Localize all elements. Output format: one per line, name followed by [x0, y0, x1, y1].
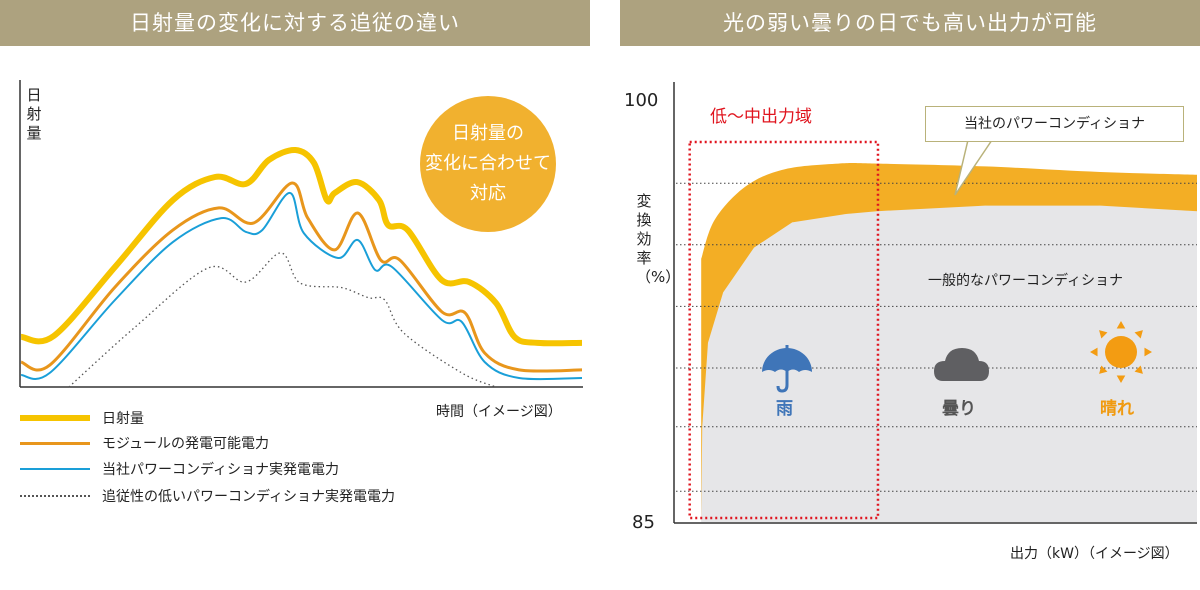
bubble-line: 対応: [470, 183, 506, 204]
series-line-3: [20, 191, 583, 381]
sun-ray-icon: [1090, 347, 1098, 357]
bubble-badge: 日射量の 変化に合わせて 対応: [420, 96, 556, 232]
series-line-2: [20, 181, 583, 373]
region-label: 低〜中出力域: [710, 107, 812, 127]
general-label: 一般的なパワーコンディショナ: [928, 273, 1124, 289]
sun-ray-icon: [1116, 321, 1126, 329]
legend-label: モジュールの発電可能電力: [102, 436, 270, 452]
legend-label: 日射量: [102, 411, 144, 427]
bubble-line: 日射量の: [452, 123, 524, 144]
sun-ray-icon: [1116, 375, 1126, 383]
umbrella-handle-icon: [776, 345, 789, 393]
bubble-line: 変化に合わせて: [425, 153, 551, 174]
legend-item: 日射量: [20, 408, 144, 428]
sun-ray-icon: [1099, 365, 1108, 374]
legend-item: モジュールの発電可能電力: [20, 433, 269, 453]
legend-label: 当社パワーコンディショナ実発電電力: [102, 462, 340, 478]
ytick-85: 85: [632, 512, 655, 533]
series-line-4: [68, 252, 497, 388]
right-title: 光の弱い曇りの日でも高い出力が可能: [620, 0, 1200, 46]
sun-ray-icon: [1144, 347, 1152, 357]
right-ylabel: 変換効率（%）: [636, 192, 681, 286]
legend-item: 当社パワーコンディショナ実発電電力: [20, 459, 339, 479]
callout-tail: [954, 139, 993, 196]
weather-label-sunny: 晴れ: [1100, 399, 1134, 419]
sun-ray-icon: [1099, 330, 1108, 339]
legend-item: 追従性の低いパワーコンディショナ実発電電力: [20, 486, 395, 506]
series-line-1: [20, 146, 583, 347]
cloud-icon: [934, 348, 989, 381]
left-xlabel: 時間（イメージ図）: [436, 404, 562, 420]
sun-ray-icon: [1134, 330, 1143, 339]
our-efficiency-band: [701, 163, 1197, 522]
left-title: 日射量の変化に対する追従の違い: [0, 0, 590, 46]
callout-box: 当社のパワーコンディショナ: [925, 106, 1184, 142]
weather-label-rain: 雨: [776, 399, 793, 419]
legend-label: 追従性の低いパワーコンディショナ実発電電力: [102, 489, 396, 505]
low-mid-output-region: [688, 140, 880, 520]
sun-ray-icon: [1134, 365, 1143, 374]
left-ylabel: 日射量: [26, 86, 42, 142]
right-xlabel: 出力（kW）（イメージ図）: [1010, 546, 1179, 562]
weather-label-cloudy: 曇り: [942, 399, 976, 419]
sun-icon: [1105, 336, 1137, 368]
ytick-100: 100: [624, 90, 659, 111]
